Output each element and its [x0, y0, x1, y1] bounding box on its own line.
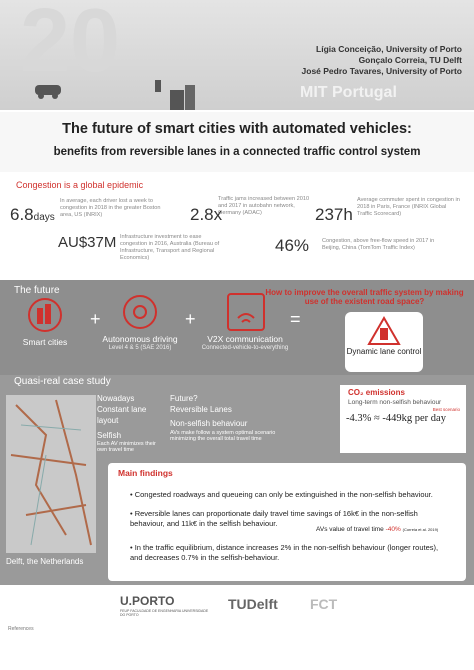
city-icons — [35, 80, 195, 110]
finding-text: Congested roadways and queueing can only… — [134, 490, 433, 499]
findings-box: Main findings • Congested roadways and q… — [108, 463, 466, 581]
item-note: Connected-vehicle-to-everything — [201, 345, 289, 351]
col-note: AVs make follow a system optimal scenari… — [170, 429, 276, 443]
stat-text: Average commuter spent in congestion in … — [357, 197, 460, 217]
stat-text: Congestion, above free-flow speed in 201… — [322, 238, 435, 251]
stat-number: 6.8 — [10, 205, 34, 224]
emissions-box: CO₂ emissions Long-term non-selfish beha… — [340, 385, 466, 453]
emissions-tag: Best scenario — [432, 407, 460, 412]
section-heading: Congestion is a global epidemic — [16, 180, 144, 190]
stat-text: Traffic jams increased between 2010 and … — [218, 196, 310, 216]
logo: FEUP FACULDADE DE ENGENHARIA UNIVERSIDAD… — [120, 609, 209, 617]
finding-text: In the traffic equilibrium, distance inc… — [130, 543, 439, 563]
future-col: Future? Reversible Lanes Non-selfish beh… — [170, 393, 280, 443]
emissions-value: -4.3% ≈ -449kg per day — [346, 413, 446, 424]
future-icons: + + = — [28, 293, 301, 332]
svg-text:=: = — [290, 309, 301, 329]
item-label: Autonomous driving — [102, 334, 178, 344]
finding-text: Reversible lanes can proportionate daily… — [130, 509, 418, 529]
col-note: Each AV minimizes their own travel time — [97, 440, 156, 454]
section-heading: Quasi-real case study — [14, 376, 111, 387]
references-heading: References — [8, 626, 34, 632]
aside-label: AVs value of travel time — [316, 526, 384, 533]
author: José Pedro Tavares, University of Porto — [301, 66, 462, 77]
bg-decor: 20 — [20, 0, 121, 91]
title: The future of smart cities with automate… — [62, 121, 412, 137]
nowadays: Nowadays Constant lane layout Selfish Ea… — [97, 393, 167, 454]
stat-value: 46% — [275, 236, 310, 255]
subtitle: benefits from reversible lanes in a conn… — [53, 146, 421, 158]
banner: MIT Portugal — [300, 84, 397, 101]
stat-text: Infrastructure investment to ease conges… — [120, 234, 220, 261]
stat-value: 237h — [315, 205, 353, 224]
authors: Lígia Conceição, University of Porto Gon… — [302, 44, 462, 77]
finding: • In the traffic equilibrium, distance i… — [130, 543, 439, 563]
question: How to improve the overall traffic syste… — [265, 288, 464, 306]
item-note: Level 4 & 5 (SAE 2016) — [108, 345, 172, 351]
map-caption: Delft, the Netherlands — [6, 557, 84, 566]
aside-source: (Correia et al. 2019) — [402, 527, 439, 532]
aside-value: -40% — [385, 526, 401, 533]
svg-text:+: + — [185, 309, 196, 329]
emissions-subtitle: Long-term non-selfish behaviour — [348, 399, 442, 406]
map — [6, 395, 96, 553]
stat-value: 6.8days — [10, 205, 55, 225]
lane-control-box: Dynamic lane control — [345, 312, 423, 372]
item-label: Smart cities — [22, 337, 68, 347]
col-behaviour: Selfish — [97, 430, 122, 440]
col-layout: Constant lane layout — [97, 405, 147, 426]
section-heading: The future — [14, 285, 60, 296]
author: Lígia Conceição, University of Porto — [316, 44, 462, 54]
aside: AVs value of travel time -40% (Correia e… — [316, 526, 461, 533]
findings-heading: Main findings — [118, 468, 173, 478]
stat-text: In average, each driver lost a week to c… — [60, 198, 161, 218]
logo: TUDelft — [228, 596, 278, 612]
lane-icon — [367, 316, 401, 345]
logo: U.PORTO — [120, 594, 175, 608]
item-label: V2X communication — [207, 334, 283, 344]
header-bg: 20 — [0, 0, 474, 110]
col-title: Nowadays — [97, 394, 135, 403]
stat-value: AU$37M — [58, 234, 117, 251]
item-label: Dynamic lane control — [346, 347, 422, 356]
col-layout: Reversible Lanes — [170, 405, 232, 415]
title-band — [0, 112, 474, 172]
stat-value: 2.8x — [190, 205, 223, 224]
author: Gonçalo Correia, TU Delft — [358, 55, 462, 66]
col-behaviour: Non-selfish behaviour — [170, 419, 248, 429]
stat-unit: days — [33, 212, 55, 223]
finding: • Congested roadways and queueing can on… — [130, 490, 433, 499]
svg-text:+: + — [90, 309, 101, 329]
emissions-title: CO₂ emissions — [348, 388, 405, 397]
logo: FCT — [310, 596, 338, 612]
finding: • Reversible lanes can proportionate dai… — [130, 509, 418, 529]
col-title: Future? — [170, 394, 198, 403]
